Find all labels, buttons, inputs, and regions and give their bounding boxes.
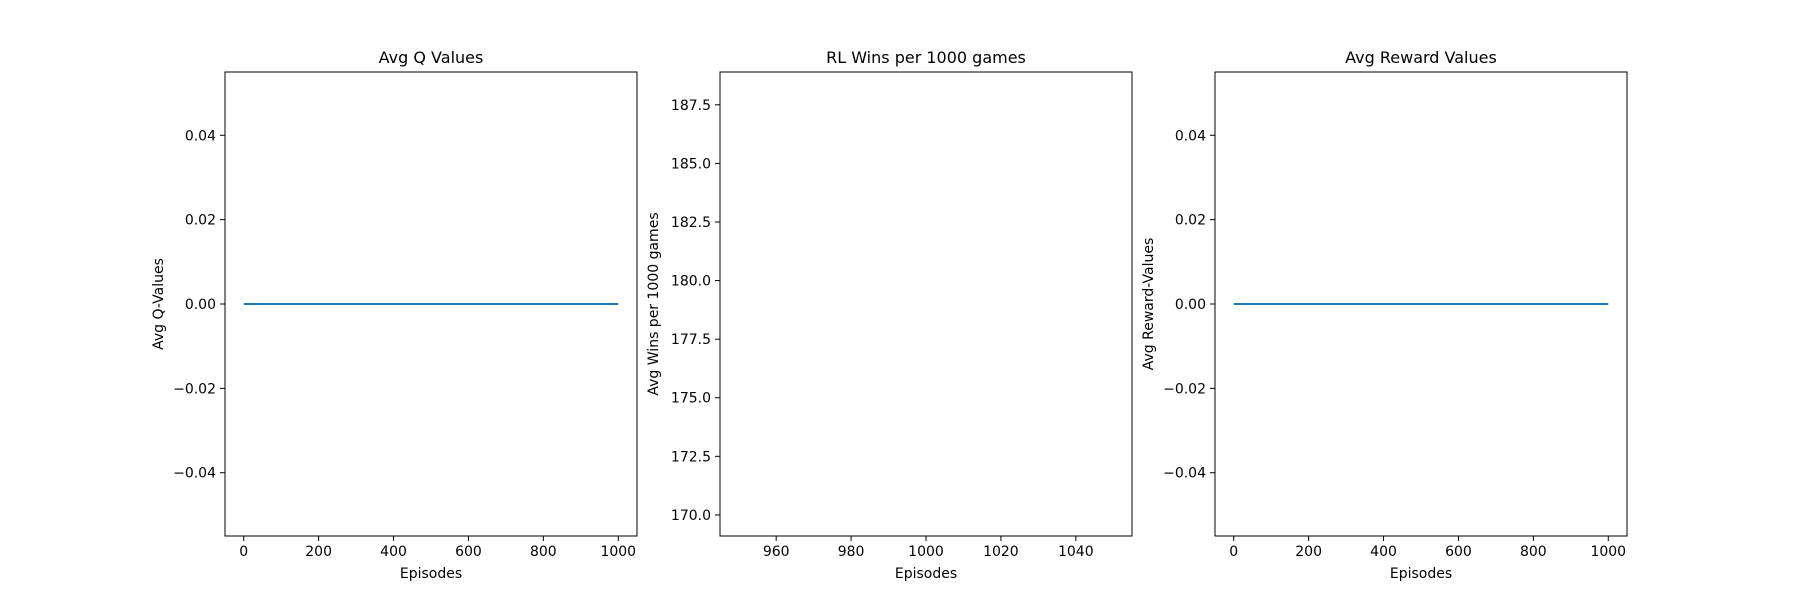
x-tick-label: 1000 — [908, 544, 944, 560]
y-tick-label: 0.04 — [1175, 128, 1206, 144]
y-tick-label: 175.0 — [671, 391, 711, 407]
x-tick-label: 980 — [838, 544, 865, 560]
y-tick-label: 0.04 — [185, 128, 216, 144]
chart-panel-2: 960 980 1000 1020 1040 170.0 172.5 175.0 177.5 18… — [646, 48, 1133, 582]
y-tick-label: −0.02 — [1163, 381, 1206, 397]
y-tick-label: 0.00 — [185, 297, 216, 313]
y-axis-label: Avg Wins per 1000 games — [646, 212, 662, 395]
y-tick-label: 177.5 — [671, 332, 711, 348]
chart-title: Avg Q Values — [379, 48, 484, 67]
x-tick-label: 600 — [1445, 544, 1472, 560]
x-tick-label: 960 — [763, 544, 790, 560]
chart-panel-3: 0 200 400 600 800 1000 −0.04 −0.02 0.00 0.02 0.04 A… — [1141, 48, 1628, 582]
chart-title: Avg Reward Values — [1345, 48, 1497, 67]
y-tick-label: 0.02 — [185, 213, 216, 229]
y-tick-label: −0.04 — [1163, 466, 1206, 482]
x-tick-label: 1020 — [983, 544, 1019, 560]
y-tick-label: 0.00 — [1175, 297, 1206, 313]
x-tick-label: 200 — [305, 544, 332, 560]
chart-title: RL Wins per 1000 games — [826, 48, 1026, 67]
x-tick-label: 0 — [1229, 544, 1238, 560]
y-tick-label: 180.0 — [671, 274, 711, 290]
x-tick-label: 800 — [530, 544, 557, 560]
axes-frame — [719, 71, 1133, 537]
x-tick-label: 600 — [455, 544, 482, 560]
y-tick-label: 170.0 — [671, 508, 711, 524]
y-tick-label: 185.0 — [671, 156, 711, 172]
x-tick-label: 800 — [1520, 544, 1547, 560]
chart-panel-1: 0 200 400 600 800 1000 −0.04 −0.02 0.00 0.02 0.04 A… — [151, 48, 638, 582]
y-tick-label: −0.02 — [173, 381, 216, 397]
x-tick-label: 0 — [239, 544, 248, 560]
y-axis-label: Avg Reward-Values — [1141, 238, 1157, 371]
x-tick-label: 1000 — [1590, 544, 1626, 560]
x-tick-label: 400 — [380, 544, 407, 560]
y-axis-label: Avg Q-Values — [151, 258, 167, 350]
x-axis-label: Episodes — [895, 566, 957, 582]
x-tick-label: 1040 — [1058, 544, 1094, 560]
x-tick-label: 200 — [1295, 544, 1322, 560]
y-tick-label: 182.5 — [671, 215, 711, 231]
y-tick-label: 187.5 — [671, 98, 711, 114]
x-tick-label: 400 — [1370, 544, 1397, 560]
x-tick-label: 1000 — [600, 544, 636, 560]
x-axis-label: Episodes — [400, 566, 462, 582]
y-tick-label: 172.5 — [671, 449, 711, 465]
y-tick-label: −0.04 — [173, 466, 216, 482]
y-tick-label: 0.02 — [1175, 213, 1206, 229]
x-axis-label: Episodes — [1390, 566, 1452, 582]
